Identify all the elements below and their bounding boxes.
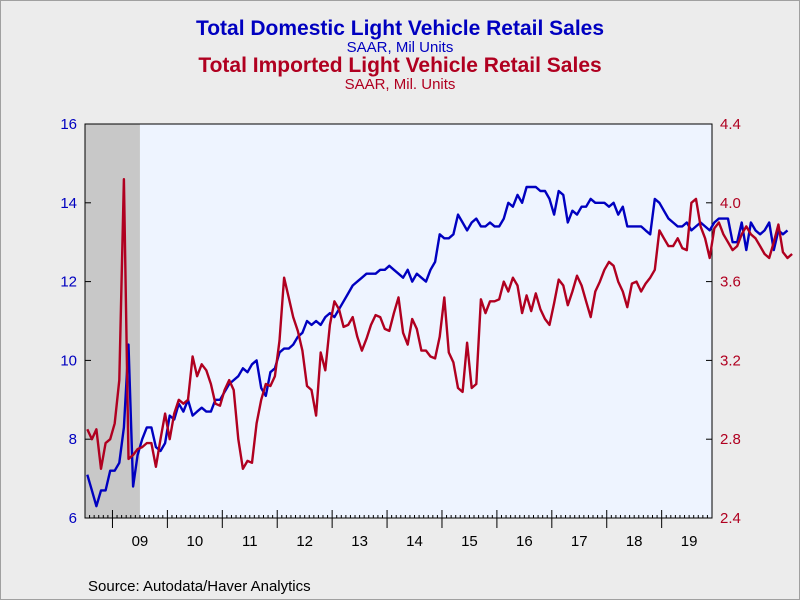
right-axis-tick-label: 3.2 (720, 352, 741, 369)
domestic-subtitle: SAAR, Mil Units (346, 39, 454, 56)
left-axis-tick-label: 12 (60, 274, 77, 291)
plot-area (85, 124, 712, 518)
domestic-sales-line (86, 185, 789, 508)
chart-titles: Total Domestic Light Vehicle Retail Sale… (0, 17, 800, 93)
right-axis-tick-label: 4.4 (720, 116, 741, 133)
recession-shading-layer (85, 124, 140, 518)
x-axis-tick-label: 11 (242, 533, 258, 550)
x-axis-tick-label: 09 (132, 533, 149, 550)
series-lines-layer (86, 177, 793, 508)
source-note: Source: Autodata/Haver Analytics (88, 578, 311, 595)
recession-band (85, 124, 140, 518)
x-axis-tick-label: 16 (516, 533, 533, 550)
left-axis-tick-label: 16 (60, 116, 77, 133)
x-axis-tick-label: 15 (461, 533, 478, 550)
right-axis-tick-label: 2.8 (720, 431, 741, 448)
imported-subtitle: SAAR, Mil. Units (344, 76, 456, 93)
x-axis-tick-label: 17 (571, 533, 588, 550)
x-axis-tick-label: 12 (296, 533, 313, 550)
right-axis-tick-label: 3.6 (720, 274, 741, 291)
left-axis-tick-label: 14 (60, 195, 77, 212)
plot-border (84, 123, 713, 519)
domestic-title: Total Domestic Light Vehicle Retail Sale… (195, 17, 605, 40)
right-axis-tick-label: 2.4 (720, 510, 741, 527)
x-axis-tick-label: 18 (626, 533, 643, 550)
imported-title: Total Imported Light Vehicle Retail Sale… (198, 54, 602, 77)
left-axis-tick-label: 8 (69, 431, 77, 448)
plot-area-layer (85, 124, 712, 518)
x-axis-tick-label: 14 (406, 533, 423, 550)
x-axis-tick-label: 13 (351, 533, 368, 550)
left-axis-tick-label: 10 (60, 352, 77, 369)
right-axis-tick-label: 4.0 (720, 195, 741, 212)
left-axis-tick-label: 6 (69, 510, 77, 527)
axes-layer: 6 8 10 12 14 16 2.4 2.8 3.2 3.6 4.0 4.4 09 10 11 12 13 14… (60, 116, 741, 550)
x-axis-tick-label: 19 (681, 533, 698, 550)
imported-sales-line (86, 177, 793, 470)
x-axis-tick-label: 10 (186, 533, 203, 550)
